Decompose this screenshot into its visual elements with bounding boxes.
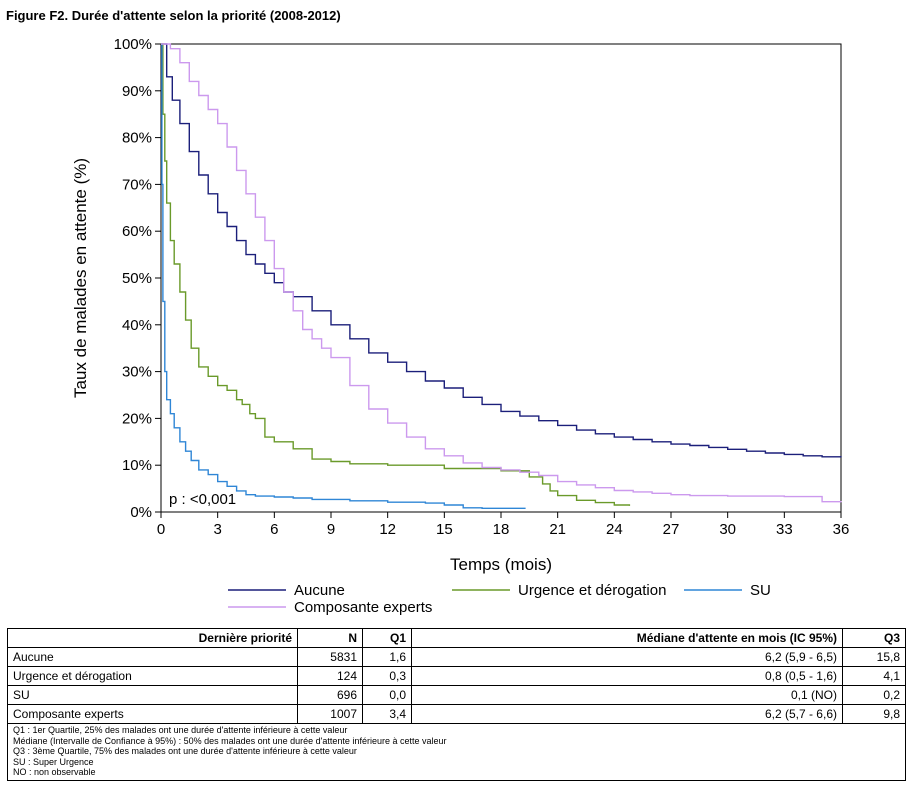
table-header-row: Dernière priorité N Q1 Médiane d'attente… bbox=[7, 628, 906, 648]
table-row: SU 696 0,0 0,1 (NO) 0,2 bbox=[7, 685, 906, 705]
y-tick-label: 70% bbox=[122, 176, 152, 193]
x-axis-label: Temps (mois) bbox=[450, 555, 552, 574]
table-row: Aucune 5831 1,6 6,2 (5,9 - 6,5) 15,8 bbox=[7, 647, 906, 667]
x-tick-label: 0 bbox=[157, 521, 165, 538]
cell-n: 124 bbox=[297, 666, 363, 686]
x-tick-label: 27 bbox=[663, 521, 680, 538]
cell-q1: 0,0 bbox=[362, 685, 412, 705]
cell-priority: Composante experts bbox=[7, 704, 298, 724]
note-q3: Q3 : 3ème Quartile, 75% des malades ont … bbox=[13, 746, 357, 756]
cell-n: 5831 bbox=[297, 647, 363, 667]
x-tick-label: 21 bbox=[549, 521, 566, 538]
y-tick-label: 40% bbox=[122, 317, 152, 334]
y-tick-label: 30% bbox=[122, 364, 152, 381]
header-median: Médiane d'attente en mois (IC 95%) bbox=[411, 628, 843, 648]
legend-label: Composante experts bbox=[294, 599, 432, 616]
table-notes-row: Q1 : 1er Quartile, 25% des malades ont u… bbox=[7, 723, 906, 781]
header-q3: Q3 bbox=[842, 628, 906, 648]
y-tick-label: 60% bbox=[122, 223, 152, 240]
y-tick-label: 0% bbox=[130, 504, 152, 521]
x-tick-label: 9 bbox=[327, 521, 335, 538]
y-tick-label: 20% bbox=[122, 410, 152, 427]
x-tick-label: 15 bbox=[436, 521, 453, 538]
p-value-annotation: p : <0,001 bbox=[169, 491, 236, 508]
cell-median: 6,2 (5,9 - 6,5) bbox=[411, 647, 843, 667]
x-tick-label: 12 bbox=[379, 521, 396, 538]
legend-label: Urgence et dérogation bbox=[518, 582, 666, 599]
note-no: NO : non observable bbox=[13, 767, 96, 777]
series-line-3 bbox=[161, 43, 842, 503]
x-tick-label: 24 bbox=[606, 521, 623, 538]
plot-frame bbox=[160, 43, 842, 513]
legend-label: Aucune bbox=[294, 582, 345, 599]
y-tick-label: 90% bbox=[122, 83, 152, 100]
cell-q1: 1,6 bbox=[362, 647, 412, 667]
cell-q3: 4,1 bbox=[842, 666, 906, 686]
cell-priority: Urgence et dérogation bbox=[7, 666, 298, 686]
cell-q1: 3,4 bbox=[362, 704, 412, 724]
note-median: Médiane (Intervalle de Confiance à 95%) … bbox=[13, 735, 447, 746]
summary-table: Dernière priorité N Q1 Médiane d'attente… bbox=[7, 628, 906, 781]
x-tick-label: 18 bbox=[493, 521, 510, 538]
header-n: N bbox=[297, 628, 363, 648]
x-tick-label: 3 bbox=[213, 521, 221, 538]
x-tick-label: 36 bbox=[833, 521, 850, 538]
note-su: SU : Super Urgence bbox=[13, 756, 94, 767]
y-tick-label: 50% bbox=[122, 270, 152, 287]
x-tick-label: 6 bbox=[270, 521, 278, 538]
series-line-1 bbox=[161, 43, 631, 506]
header-priority: Dernière priorité bbox=[7, 628, 298, 648]
x-tick-label: 30 bbox=[719, 521, 736, 538]
cell-priority: SU bbox=[7, 685, 298, 705]
waiting-time-chart: 0%10%20%30%40%50%60%70%80%90%100% 0 3 6 9 12… bbox=[71, 36, 850, 616]
cell-n: 696 bbox=[297, 685, 363, 705]
note-q1: Q1 : 1er Quartile, 25% des malades ont u… bbox=[13, 725, 348, 735]
table-row: Urgence et dérogation 124 0,3 0,8 (0,5 -… bbox=[7, 666, 906, 686]
legend: Aucune Urgence et dérogation SU Composante … bbox=[228, 582, 771, 616]
cell-median: 6,2 (5,7 - 6,6) bbox=[411, 704, 843, 724]
y-tick-label: 80% bbox=[122, 130, 152, 147]
header-q1: Q1 bbox=[362, 628, 412, 648]
y-axis-label: Taux de malades en attente (%) bbox=[71, 158, 90, 398]
figure-title: Figure F2. Durée d'attente selon la prio… bbox=[6, 8, 341, 23]
cell-priority: Aucune bbox=[7, 647, 298, 667]
y-axis: 0% 10% 20% 30% 40% 50% 60% 70% 80% 90% 100% bbox=[114, 36, 161, 521]
series-line-0 bbox=[161, 43, 842, 458]
cell-q3: 0,2 bbox=[842, 685, 906, 705]
cell-median: 0,8 (0,5 - 1,6) bbox=[411, 666, 843, 686]
cell-n: 1007 bbox=[297, 704, 363, 724]
table-notes: Q1 : 1er Quartile, 25% des malades ont u… bbox=[7, 723, 906, 781]
table-row: Composante experts 1007 3,4 6,2 (5,7 - 6… bbox=[7, 704, 906, 724]
cell-q3: 15,8 bbox=[842, 647, 906, 667]
legend-label: SU bbox=[750, 582, 771, 599]
y-tick-label: 100% bbox=[114, 36, 152, 53]
series-line-2 bbox=[161, 43, 526, 509]
cell-q1: 0,3 bbox=[362, 666, 412, 686]
cell-q3: 9,8 bbox=[842, 704, 906, 724]
x-axis: 0 3 6 9 12 15 18 21 24 27 30 33 36 bbox=[157, 512, 850, 538]
y-tick-label: 10% bbox=[122, 457, 152, 474]
x-tick-label: 33 bbox=[776, 521, 793, 538]
series-lines bbox=[161, 43, 842, 509]
cell-median: 0,1 (NO) bbox=[411, 685, 843, 705]
